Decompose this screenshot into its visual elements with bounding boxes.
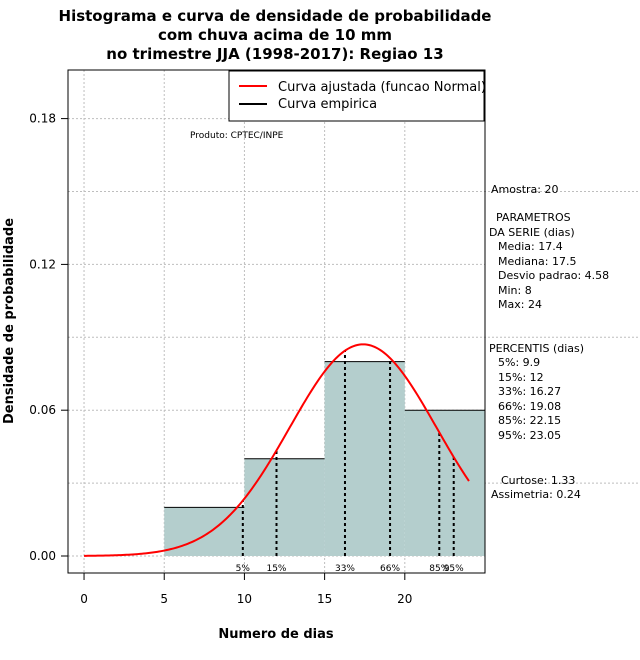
curve-layer — [84, 343, 470, 557]
media-text: Media: 17.4 — [498, 240, 563, 253]
x-axis-label: Numero de dias — [218, 627, 334, 642]
percentil-33-text: 33%: 16.27 — [498, 385, 561, 398]
percentile-label-33: 33% — [335, 564, 355, 574]
legend: Curva ajustada (funcao Normal) Curva emp… — [228, 70, 486, 122]
percentil-85-text: 85%: 22.15 — [498, 414, 561, 427]
parametros-subtitle: DA SERIE (dias) — [489, 226, 575, 239]
x-tick-label-0: 0 — [80, 592, 88, 606]
y-tick-label-1: 0.06 — [29, 403, 56, 417]
x-tick-label-5: 5 — [160, 592, 168, 606]
percentile-label-85: 85% — [429, 564, 449, 574]
percentile-layer: 5% 15% 33% 66% 85%95% — [236, 350, 464, 574]
max-text: Max: 24 — [498, 298, 542, 311]
chart-title-line-1: Histograma e curva de densidade de proba… — [59, 7, 492, 25]
percentile-label-95: 95% — [444, 564, 464, 574]
chart-title-line-2: com chuva acima de 10 mm — [158, 26, 392, 44]
x-tick-label-10: 10 — [237, 592, 252, 606]
amostra-text: Amostra: 20 — [491, 183, 558, 196]
percentile-label-5: 5% — [236, 564, 251, 574]
min-text: Min: 8 — [498, 284, 532, 297]
side-panel: Amostra: 20 PARAMETROS DA SERIE (dias) M… — [489, 183, 609, 501]
histogram-bar-2 — [244, 458, 325, 556]
bars-layer — [164, 361, 485, 556]
histogram-bar-1 — [164, 507, 245, 556]
mediana-text: Mediana: 17.5 — [498, 255, 576, 268]
histogram-bar-4 — [404, 410, 485, 556]
product-note: Produto: CPTEC/INPE — [190, 131, 284, 141]
y-tick-label-2: 0.12 — [29, 257, 56, 271]
percentil-5-text: 5%: 9.9 — [498, 356, 540, 369]
parametros-title: PARAMETROS — [496, 211, 571, 224]
plot-frame — [67, 69, 486, 574]
y-axis-label: Densidade de probabilidade — [2, 218, 17, 424]
curtose-text: Curtose: 1.33 — [501, 474, 575, 487]
chart-title-line-3: no trimestre JJA (1998-2017): Regiao 13 — [106, 45, 443, 63]
desvio-text: Desvio padrao: 4.58 — [498, 269, 609, 282]
percentil-95-text: 95%: 23.05 — [498, 429, 561, 442]
assimetria-text: Assimetria: 0.24 — [491, 488, 581, 501]
normal-fit-curve — [84, 343, 470, 557]
histogram-bar-3 — [324, 361, 405, 556]
percentile-label-15: 15% — [266, 564, 286, 574]
legend-label-curva-ajustada: Curva ajustada (funcao Normal) — [278, 80, 486, 95]
percentis-title: PERCENTIS (dias) — [489, 342, 584, 355]
percentil-66-text: 66%: 19.08 — [498, 400, 561, 413]
legend-box — [228, 70, 485, 122]
x-tick-label-20: 20 — [397, 592, 412, 606]
percentile-label-66: 66% — [380, 564, 400, 574]
x-tick-label-15: 15 — [317, 592, 332, 606]
legend-label-curva-empirica: Curva empirica — [278, 97, 377, 112]
y-tick-label-3: 0.18 — [29, 112, 56, 126]
percentil-15-text: 15%: 12 — [498, 371, 544, 384]
y-tick-label-0: 0.00 — [29, 549, 56, 563]
